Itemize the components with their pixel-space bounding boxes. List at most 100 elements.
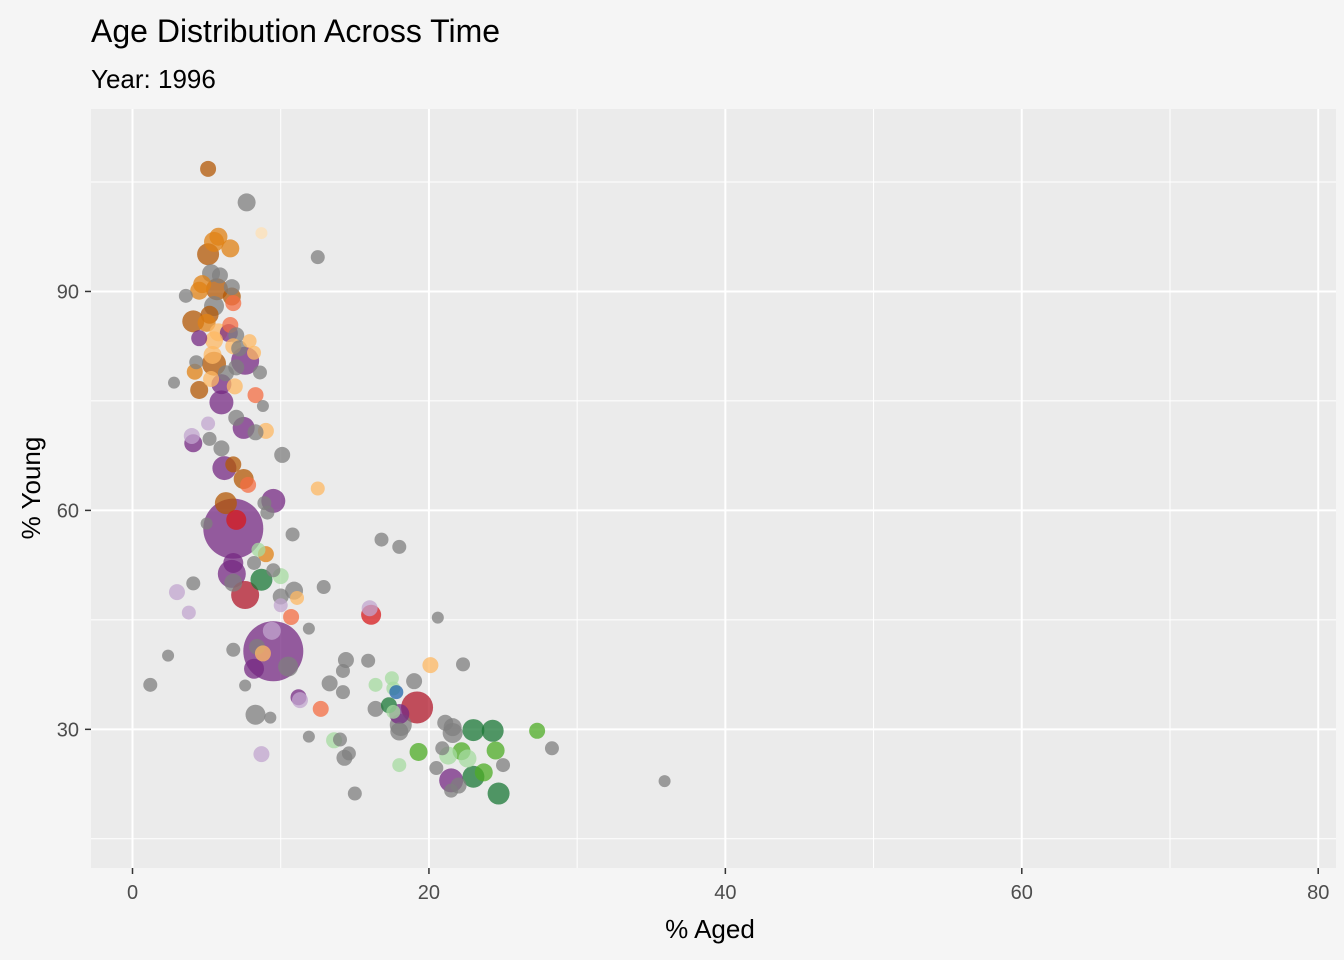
data-point bbox=[226, 378, 243, 395]
y-tick-label: 60 bbox=[57, 500, 79, 522]
data-point bbox=[181, 605, 196, 620]
x-axis: 0 20 40 60 80 bbox=[127, 868, 1329, 904]
chart-title: Age Distribution Across Time bbox=[91, 13, 500, 49]
data-point bbox=[333, 732, 347, 747]
data-point bbox=[200, 517, 213, 530]
data-point bbox=[462, 719, 485, 742]
data-point bbox=[406, 673, 423, 690]
data-point bbox=[178, 288, 193, 303]
data-point bbox=[190, 380, 209, 399]
data-point bbox=[302, 622, 315, 635]
data-point bbox=[217, 365, 234, 382]
major-gridlines bbox=[91, 109, 1336, 868]
x-tick-label: 80 bbox=[1307, 882, 1329, 904]
data-point bbox=[456, 657, 471, 672]
data-point bbox=[253, 746, 270, 763]
x-axis-title: % Aged bbox=[665, 914, 755, 944]
data-point bbox=[422, 657, 439, 674]
x-tick-label: 0 bbox=[127, 882, 138, 904]
data-point bbox=[291, 692, 308, 709]
x-tick-label: 60 bbox=[1011, 882, 1033, 904]
data-point bbox=[247, 345, 262, 360]
data-point bbox=[200, 160, 217, 177]
data-point bbox=[225, 295, 242, 312]
data-point bbox=[283, 608, 300, 625]
data-point bbox=[409, 742, 428, 761]
data-point bbox=[213, 440, 230, 457]
data-point bbox=[191, 330, 208, 347]
data-point bbox=[168, 376, 180, 389]
data-point bbox=[266, 563, 281, 578]
data-point bbox=[226, 509, 247, 530]
data-point bbox=[228, 409, 245, 426]
data-point bbox=[190, 281, 209, 300]
data-point bbox=[367, 700, 384, 717]
data-point bbox=[237, 193, 256, 212]
data-point bbox=[168, 584, 185, 601]
data-point bbox=[316, 580, 331, 595]
data-point bbox=[384, 671, 399, 686]
data-point bbox=[214, 492, 237, 515]
data-point bbox=[225, 456, 242, 473]
data-point bbox=[392, 758, 407, 773]
data-point bbox=[264, 711, 277, 724]
data-point bbox=[255, 227, 268, 240]
data-point bbox=[374, 532, 389, 547]
data-point bbox=[223, 279, 240, 296]
data-point bbox=[310, 481, 325, 496]
data-point bbox=[186, 576, 201, 591]
data-point bbox=[392, 539, 407, 554]
data-point bbox=[290, 590, 305, 605]
data-point bbox=[335, 663, 350, 678]
data-point bbox=[183, 427, 200, 444]
data-point bbox=[205, 331, 224, 350]
y-axis-title: % Young bbox=[16, 437, 46, 540]
data-point bbox=[251, 542, 266, 557]
data-point bbox=[203, 371, 220, 388]
data-point bbox=[203, 345, 222, 364]
y-axis: 30 60 90 bbox=[57, 281, 91, 741]
data-point bbox=[245, 704, 266, 725]
data-point bbox=[487, 782, 510, 805]
data-point bbox=[273, 598, 288, 613]
data-point bbox=[189, 355, 204, 370]
y-tick-label: 90 bbox=[57, 281, 79, 303]
data-point bbox=[337, 652, 354, 669]
data-point bbox=[274, 446, 291, 463]
data-point bbox=[335, 685, 350, 700]
data-point bbox=[240, 476, 257, 493]
data-point bbox=[256, 400, 269, 413]
data-point bbox=[496, 758, 511, 773]
data-point bbox=[347, 786, 362, 801]
data-point bbox=[226, 642, 241, 657]
x-tick-label: 40 bbox=[714, 882, 736, 904]
data-point bbox=[209, 227, 228, 246]
data-point bbox=[285, 527, 300, 542]
x-tick-label: 20 bbox=[418, 882, 440, 904]
data-point bbox=[435, 741, 450, 756]
data-point bbox=[250, 568, 273, 591]
y-tick-label: 30 bbox=[57, 719, 79, 741]
data-point bbox=[486, 741, 505, 760]
data-point bbox=[658, 775, 671, 788]
data-point bbox=[244, 658, 265, 679]
data-point bbox=[260, 505, 275, 520]
data-point bbox=[368, 677, 383, 692]
data-point bbox=[474, 763, 493, 782]
data-point bbox=[429, 761, 444, 776]
data-point bbox=[529, 722, 546, 739]
data-point bbox=[143, 677, 158, 692]
data-point bbox=[458, 749, 477, 768]
chart-subtitle: Year: 1996 bbox=[91, 64, 216, 94]
data-point bbox=[247, 387, 264, 404]
data-point bbox=[361, 653, 376, 668]
data-point bbox=[211, 267, 228, 284]
data-point bbox=[202, 431, 217, 446]
plot-panel bbox=[91, 109, 1336, 868]
data-point bbox=[310, 250, 325, 265]
data-point bbox=[544, 741, 559, 756]
data-point bbox=[312, 700, 329, 717]
data-point bbox=[321, 675, 338, 692]
data-point bbox=[247, 424, 264, 441]
